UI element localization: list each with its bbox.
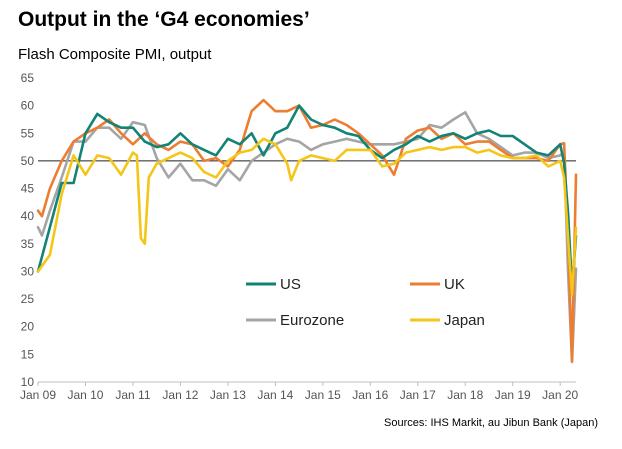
x-tick-label: Jan 18 [447, 388, 483, 402]
y-tick-label: 10 [21, 375, 35, 389]
y-tick-label: 45 [21, 182, 35, 196]
y-tick-label: 25 [21, 292, 35, 306]
x-tick-label: Jan 12 [162, 388, 198, 402]
x-tick-label: Jan 20 [542, 388, 578, 402]
series-line-japan [36, 137, 578, 296]
y-tick-label: 65 [21, 71, 35, 85]
x-tick-label: Jan 09 [20, 388, 56, 402]
series-line-us [36, 104, 578, 290]
x-tick-label: Jan 10 [67, 388, 103, 402]
legend-label-us: US [280, 276, 301, 293]
legend-label-uk: UK [444, 276, 465, 293]
x-tick-label: Jan 17 [400, 388, 436, 402]
x-tick-label: Jan 11 [115, 388, 150, 402]
y-tick-label: 40 [21, 209, 35, 223]
x-tick-label: Jan 14 [257, 388, 293, 402]
source-note: Sources: IHS Markit, au Jibun Bank (Japa… [384, 417, 598, 429]
y-tick-label: 60 [21, 99, 35, 113]
y-tick-label: 50 [21, 154, 35, 168]
x-tick-label: Jan 13 [210, 388, 246, 402]
y-tick-label: 35 [21, 237, 35, 251]
y-tick-label: 20 [21, 320, 35, 334]
x-tick-label: Jan 19 [495, 388, 531, 402]
x-tick-label: Jan 16 [352, 388, 388, 402]
chart-title: Output in the ‘G4 economies’ [18, 8, 310, 31]
x-tick-label: Jan 15 [305, 388, 341, 402]
y-tick-label: 55 [21, 126, 35, 140]
y-tick-label: 15 [21, 347, 35, 361]
legend-label-japan: Japan [444, 312, 485, 329]
legend-label-eurozone: Eurozone [280, 312, 344, 329]
y-tick-label: 30 [21, 264, 35, 278]
chart-subtitle: Flash Composite PMI, output [18, 46, 212, 63]
